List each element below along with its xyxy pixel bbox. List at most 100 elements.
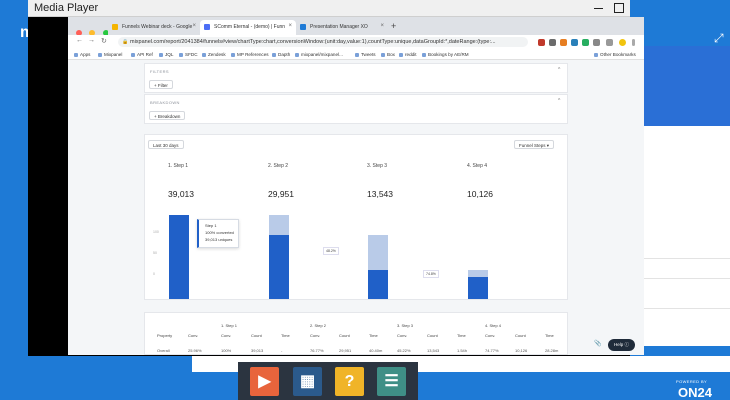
table-subheader: Conv. [397,333,408,338]
bookmark-item[interactable]: SFDC [179,52,198,57]
filters-title: FILTERS [150,69,169,74]
bookmark-item[interactable]: Bookings by AE/RM [422,52,469,57]
close-tab-icon[interactable]: × [288,23,292,29]
view-select[interactable]: Funnel Steps ▾ [514,140,555,149]
new-tab-button[interactable]: + [391,21,397,31]
bookmark-item[interactable]: Box [381,52,395,57]
maximize-button[interactable] [614,3,624,13]
extension-icon[interactable] [538,39,545,46]
reload-icon[interactable]: ↻ [101,38,107,45]
zoom-dot-icon[interactable] [102,30,109,36]
bookmark-item[interactable]: Mixpanel [98,52,122,57]
collapse-caret-icon[interactable]: ^ [558,67,561,73]
paperclip-icon[interactable]: 📎 [594,341,602,347]
table-cell: 28.28m [545,348,559,353]
bookmark-item[interactable]: mixpanel/mixpanel... [295,52,343,57]
step-tooltip: Step 1 100% converted 39,013 uniques [197,219,239,248]
funnel-bar-dropoff-step2[interactable] [269,215,289,235]
close-tab-icon[interactable]: × [192,23,196,29]
minimize-button[interactable] [594,8,603,9]
conversion-badge: 48.2% [323,247,339,255]
step-label: 4. Step 4 [467,163,488,169]
film-play-icon: ▶ [258,373,271,390]
funnel-bar-step2[interactable] [269,235,289,299]
profile-avatar[interactable] [619,39,626,46]
bookmark-item[interactable]: API Ref [131,52,153,57]
browser-tab[interactable]: Presentation Manager XO × [296,20,388,35]
table-header: Property [157,333,173,338]
add-breakdown-button[interactable]: + Breakdown [149,111,186,120]
table-header: 3. Step 3 [397,323,414,328]
table-cell: Overall [157,348,170,353]
back-icon[interactable]: ← [76,37,83,44]
conversion-badge: 74.8% [423,270,439,278]
bookmark-item[interactable]: JQL [159,52,173,57]
bookmark-item[interactable]: reddit [399,52,417,57]
extension-icon[interactable] [582,39,589,46]
table-cell: 74.77% [485,348,499,353]
table-cell: 76.77% [310,348,324,353]
background-divider [628,258,730,259]
table-cell: 40.40m [369,348,383,353]
collapse-caret-icon[interactable]: ^ [558,98,561,104]
add-filter-button[interactable]: + Filter [149,80,173,89]
browser-tab[interactable]: Funnels Webinar deck - Google × [108,20,200,35]
forward-icon[interactable]: → [88,37,95,44]
slides-dock-button[interactable]: ▦ [293,367,322,396]
y-tick: 0 [153,272,155,276]
background-divider [628,278,730,279]
close-dot-icon[interactable] [76,30,82,36]
date-range-button[interactable]: Last 30 days [148,140,184,149]
funnel-bar-step1[interactable] [169,215,189,299]
bookmark-item[interactable]: Zendesk [202,52,226,57]
media-player-titlebar[interactable]: Media Player [28,0,630,17]
extension-icon[interactable] [549,39,556,46]
docs-favicon-icon [112,24,118,30]
tab-label: SComm Eternal - (demo) | Funn [214,24,286,30]
table-subheader: Time [457,333,466,338]
funnel-table: Property Conv. 1. Step 1 2. Step 2 3. St… [144,312,568,355]
bookmark-item[interactable]: Tweets [355,52,376,57]
funnel-bar-step4[interactable] [468,277,488,299]
tab-label: Presentation Manager XO [310,24,368,30]
menu-dots-icon[interactable] [632,39,635,46]
address-bar[interactable]: 🔒 mixpanel.com/report/2041384/funnels#vi… [118,37,528,47]
table-cell: 100% [221,348,232,353]
minimize-dot-icon[interactable] [89,30,96,36]
step-count: 39,013 [168,189,194,199]
help-button[interactable]: Help ⓘ [608,339,636,351]
media-player-dock-button[interactable]: ▶ [250,367,279,396]
table-subheader: Count [515,333,526,338]
table-header: 4. Step 4 [485,323,502,328]
browser-tab-active[interactable]: SComm Eternal - (demo) | Funn × [200,20,296,35]
resources-dock-button[interactable]: ☰ [377,367,406,396]
mixpanel-favicon-icon [204,24,210,30]
extension-icon[interactable] [560,39,567,46]
bookmark-item[interactable]: Other Bookmarks [594,52,636,57]
step-count: 10,126 [467,189,493,199]
funnel-bar-step3[interactable] [368,270,388,299]
table-subheader: Count [339,333,350,338]
bookmark-item[interactable]: MP References [231,52,269,57]
table-subheader: Count [427,333,438,338]
powered-by-label: POWERED BY [676,379,708,384]
step-count: 29,951 [268,189,294,199]
table-subheader: Time [281,333,290,338]
bookmarks-bar: Apps Mixpanel API Ref JQL SFDC Zendesk M… [68,49,644,60]
step-label: 2. Step 2 [268,163,289,169]
bookmark-item[interactable]: Dapth [272,52,290,57]
extension-icon[interactable] [593,39,600,46]
qa-dock-button[interactable]: ? [335,367,364,396]
table-subheader: Count [251,333,262,338]
close-tab-icon[interactable]: × [380,23,384,29]
media-player-title: Media Player [34,2,99,14]
funnel-bar-dropoff-step3[interactable] [368,235,388,270]
expand-icon[interactable]: ⤢ [714,31,724,45]
bookmark-item[interactable]: Apps [74,52,90,57]
lock-icon: 🔒 [122,39,129,45]
cast-icon[interactable] [606,39,613,46]
presentation-icon: ▦ [299,373,316,390]
extension-icon[interactable] [571,39,578,46]
funnel-bar-dropoff-step4[interactable] [468,270,488,277]
table-subheader: Conv. [485,333,496,338]
